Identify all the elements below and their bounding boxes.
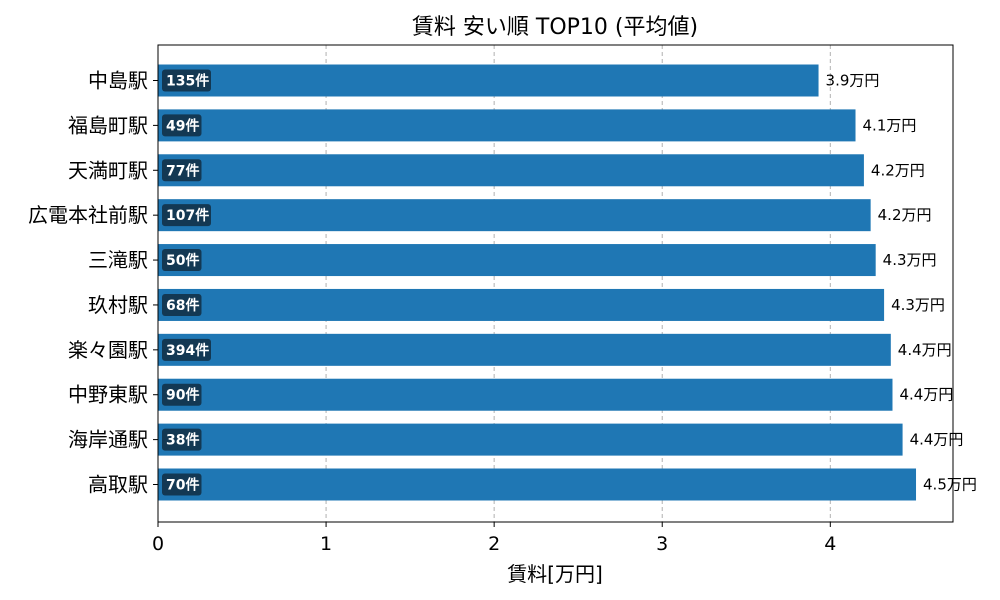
bar: [158, 333, 891, 366]
bar: [158, 109, 856, 142]
bar: [158, 423, 903, 456]
bar: [158, 468, 917, 501]
count-label: 135件: [166, 73, 209, 90]
count-badge: [162, 338, 211, 361]
value-label: 4.4万円: [898, 341, 952, 359]
y-tick-label: 福島町駅: [68, 113, 148, 137]
count-badge: [162, 69, 211, 92]
x-tick-label: 3: [656, 533, 668, 555]
count-badge: [162, 428, 202, 451]
count-label: 77件: [166, 162, 199, 179]
x-tick-label: 2: [488, 533, 500, 555]
value-label: 4.4万円: [910, 431, 964, 449]
count-badge: [162, 159, 202, 182]
bar: [158, 288, 885, 321]
count-badge: [162, 204, 211, 227]
count-label: 394件: [166, 342, 209, 359]
x-axis-ticks: 0 1 2 3 4: [152, 522, 836, 555]
value-label: 4.4万円: [899, 386, 953, 404]
bar: [158, 244, 876, 277]
count-badge: [162, 293, 202, 316]
value-label: 4.3万円: [891, 296, 945, 314]
count-label: 38件: [166, 432, 199, 449]
y-tick-label: 天満町駅: [68, 158, 148, 182]
count-badge: [162, 383, 202, 406]
x-tick-label: 4: [824, 533, 836, 555]
y-tick-label: 中野東駅: [68, 383, 148, 407]
x-tick-label: 1: [320, 533, 332, 555]
count-badge: [162, 473, 202, 496]
value-label: 4.3万円: [883, 251, 937, 269]
bar-labels: 135件 3.9万円 49件 4.1万円 77件 4.2万円 107件 4.2万円 50件 4.3…: [162, 69, 977, 496]
bar: [158, 199, 871, 232]
y-tick-label: 海岸通駅: [68, 428, 148, 452]
y-tick-label: 三滝駅: [88, 248, 148, 272]
value-label: 4.2万円: [871, 161, 925, 179]
y-tick-label: 高取駅: [88, 473, 148, 497]
y-tick-label: 中島駅: [88, 69, 148, 93]
count-badge: [162, 114, 202, 137]
y-tick-label: 楽々園駅: [68, 338, 148, 362]
bar: [158, 378, 893, 411]
count-label: 107件: [166, 207, 209, 224]
plot-frame: [157, 44, 954, 523]
count-badge: [162, 249, 202, 272]
x-axis-label: 賃料[万円]: [507, 562, 603, 586]
count-label: 50件: [166, 252, 199, 269]
count-label: 49件: [166, 117, 199, 134]
value-label: 4.1万円: [863, 116, 917, 134]
count-label: 90件: [166, 387, 199, 404]
chart-title: 賃料 安い順 TOP10 (平均値): [412, 15, 698, 40]
count-label: 70件: [166, 477, 199, 494]
bar: [158, 64, 819, 97]
x-tick-label: 0: [152, 533, 164, 555]
bars: [158, 64, 917, 501]
count-label: 68件: [166, 297, 199, 314]
y-tick-label: 広電本社前駅: [28, 203, 148, 227]
value-label: 3.9万円: [826, 72, 880, 90]
value-label: 4.2万円: [878, 206, 932, 224]
value-label: 4.5万円: [923, 476, 977, 494]
bar: [158, 154, 864, 187]
y-tick-label: 玖村駅: [88, 293, 148, 317]
